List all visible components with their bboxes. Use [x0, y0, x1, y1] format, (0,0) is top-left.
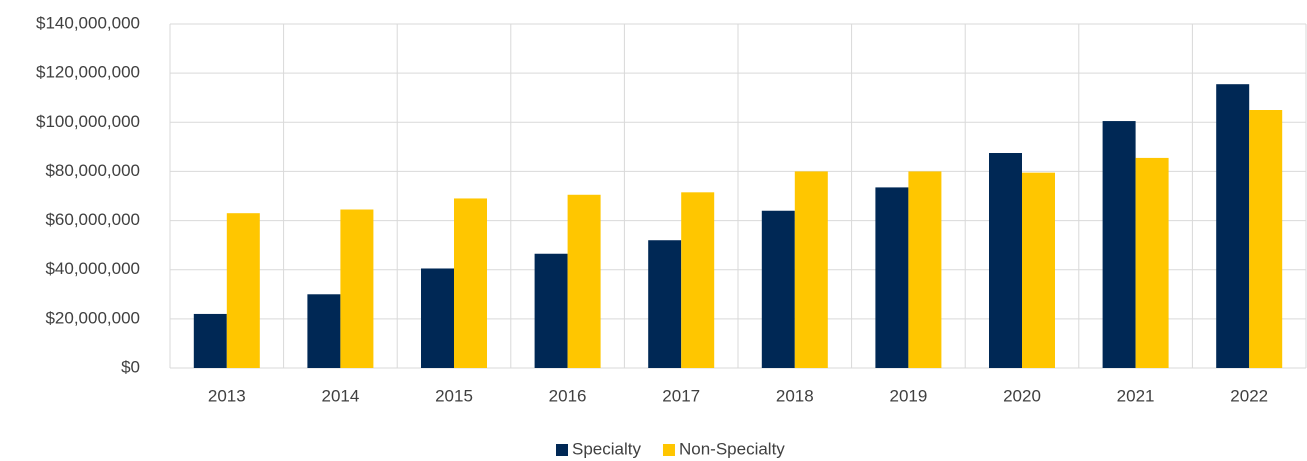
bar — [681, 192, 715, 368]
y-tick-label: $100,000,000 — [36, 112, 140, 131]
legend-swatch — [662, 444, 675, 456]
bar — [794, 171, 828, 368]
y-tick-label: $120,000,000 — [36, 63, 140, 82]
bar — [648, 240, 682, 368]
x-tick-label: 2020 — [1003, 386, 1041, 405]
x-tick-label: 2013 — [208, 386, 246, 405]
bar — [454, 198, 487, 368]
x-tick-label: 2021 — [1117, 386, 1155, 405]
y-tick-label: $140,000,000 — [36, 13, 140, 32]
bar — [875, 187, 909, 368]
x-tick-label: 2015 — [435, 386, 473, 405]
x-tick-label: 2018 — [776, 386, 814, 405]
x-tick-label: 2017 — [662, 386, 700, 405]
bar — [307, 294, 341, 368]
bar — [989, 153, 1022, 368]
y-tick-label: $40,000,000 — [45, 259, 140, 278]
bar — [421, 268, 454, 368]
bar — [1216, 84, 1250, 368]
bar — [226, 213, 260, 368]
legend-label: Specialty — [572, 439, 641, 458]
y-tick-label: $60,000,000 — [45, 210, 140, 229]
bar — [761, 210, 795, 368]
y-tick-label: $80,000,000 — [45, 161, 140, 180]
bar — [567, 194, 601, 368]
bar — [193, 313, 227, 368]
x-tick-label: 2019 — [889, 386, 927, 405]
y-tick-label: $0 — [121, 357, 140, 376]
legend-swatch — [556, 444, 568, 456]
bar — [340, 209, 374, 368]
bar — [1135, 157, 1169, 368]
bar — [908, 171, 942, 368]
bar — [1022, 172, 1055, 368]
bar — [1249, 110, 1283, 368]
bar — [534, 253, 568, 368]
legend-label: Non-Specialty — [679, 439, 785, 458]
x-tick-label: 2016 — [549, 386, 587, 405]
x-tick-label: 2014 — [321, 386, 359, 405]
y-tick-label: $20,000,000 — [45, 308, 140, 327]
x-tick-label: 2022 — [1230, 386, 1268, 405]
bar — [1102, 121, 1136, 368]
